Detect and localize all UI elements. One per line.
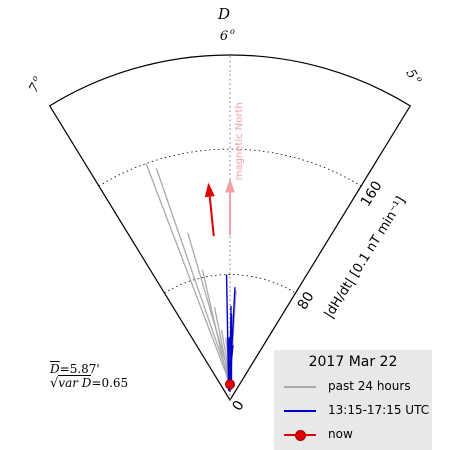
mean-d-stat: D=5.87' xyxy=(50,362,100,376)
angle-tick-sup-5: o xyxy=(414,75,424,84)
series-0-point-1 xyxy=(155,168,231,382)
var-d-symbol: var D xyxy=(58,375,92,390)
radial-axis-label: |dH/dt| [0.1 nT min⁻¹] xyxy=(322,194,409,321)
grid-arc-160 xyxy=(98,148,362,187)
series-1-point-10 xyxy=(229,305,232,393)
radial-tick-80: 80 xyxy=(295,289,318,313)
legend-line-blue xyxy=(284,410,316,412)
var-d-stat: √var D=0.65 xyxy=(50,375,129,391)
angle-tick-5: 5o xyxy=(402,67,424,84)
mean-arrow-head xyxy=(204,182,215,198)
legend-label-now: now xyxy=(328,427,353,441)
magnetic-north-label: magnetic North xyxy=(234,102,245,180)
sector-outline xyxy=(48,54,412,402)
radial-tick-0: 0 xyxy=(229,398,247,414)
series-1-point-3 xyxy=(227,337,231,384)
legend-label-window: 13:15-17:15 UTC xyxy=(328,403,430,417)
angle-tick-sup-6: o xyxy=(230,27,235,36)
angle-tick-label-6: 6 xyxy=(220,29,228,44)
angle-tick-label-7: 7 xyxy=(26,80,43,95)
mean-d-value: 5.87' xyxy=(69,362,100,376)
now-marker xyxy=(225,379,235,390)
series-0-point-4 xyxy=(213,307,231,385)
axis-title-d: D xyxy=(217,5,230,23)
legend-line-gray xyxy=(284,386,316,388)
legend-item-past-24h: past 24 hours xyxy=(274,377,432,397)
angle-tick-sup-7: o xyxy=(30,74,40,83)
series-layer xyxy=(145,163,237,393)
mean-d-symbol: D xyxy=(50,362,60,376)
legend-title: 2017 Mar 22 xyxy=(308,354,398,370)
radial-tick-160: 160 xyxy=(358,178,386,209)
angle-tick-7: 7o xyxy=(26,74,43,96)
series-0-point-3 xyxy=(201,269,230,384)
legend-item-window: 13:15-17:15 UTC xyxy=(274,401,432,421)
grid-arc-80 xyxy=(164,274,296,294)
legend-item-now: now xyxy=(274,425,432,445)
north-arrow-head xyxy=(225,178,235,193)
legend-label-past-24h: past 24 hours xyxy=(328,379,411,393)
legend-marker-now xyxy=(295,430,306,441)
series-0-point-0 xyxy=(145,163,230,381)
legend: 2017 Mar 22 past 24 hours 13:15-17:15 UT… xyxy=(274,350,432,450)
arrow-layer xyxy=(204,178,235,390)
var-d-value: =0.65 xyxy=(91,376,129,390)
